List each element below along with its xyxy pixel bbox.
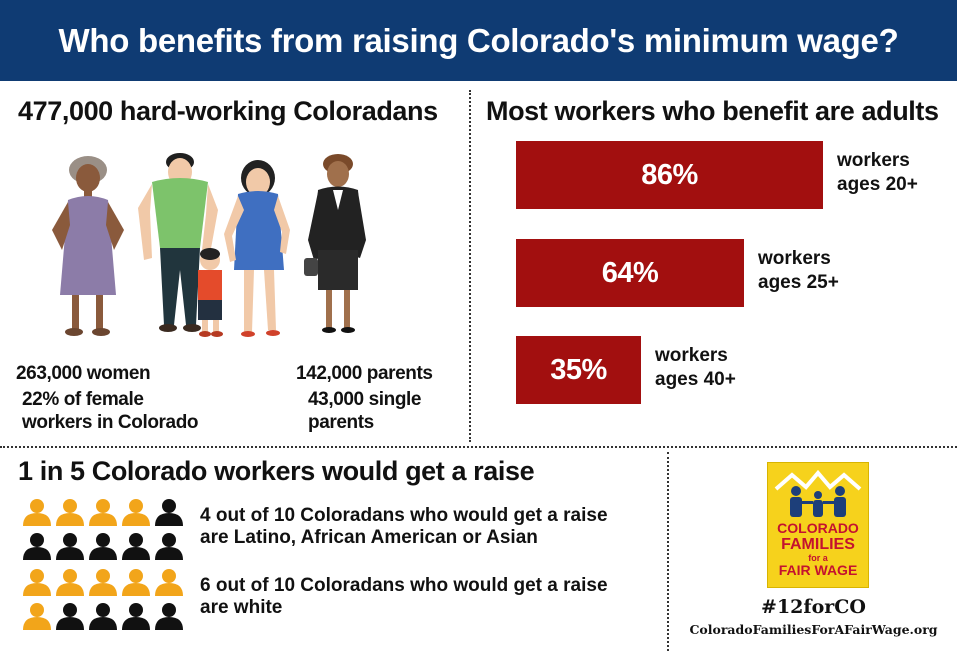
pictogram-svg — [23, 499, 183, 560]
logo-line-1: COLORADO — [777, 520, 859, 536]
bar-value-label-3: 35% — [550, 354, 607, 386]
person-icon — [122, 569, 150, 596]
women-share-line1: 22% of female — [22, 389, 144, 410]
hashtag: #12forCO — [761, 596, 866, 618]
person-icon — [56, 569, 84, 596]
bar-value-label-1: 86% — [641, 159, 698, 191]
person-icon — [89, 603, 117, 630]
person-icon — [23, 533, 51, 560]
older-woman-figure — [52, 156, 124, 336]
person-icon — [89, 533, 117, 560]
raise-heading: 1 in 5 Colorado workers would get a rais… — [18, 456, 535, 486]
businesswoman-figure — [304, 154, 366, 333]
women-share-line2: workers in Colorado — [22, 412, 199, 433]
woman-figure — [224, 160, 290, 337]
person-icon — [23, 603, 51, 630]
man-figure — [138, 153, 218, 332]
bar-3 — [516, 336, 641, 404]
group1-text-line1: 4 out of 10 Coloradans who would get a r… — [200, 505, 608, 526]
logo-line-3: for a — [808, 553, 828, 563]
bar-2 — [516, 239, 744, 307]
bar-1 — [516, 141, 823, 209]
family-house-icon — [774, 469, 862, 517]
single-parents-line2: parents — [308, 412, 374, 433]
logo-line-4: FAIR WAGE — [778, 562, 858, 578]
women-count: 263,000 women — [16, 363, 151, 384]
bar-value-label-2: 64% — [601, 257, 659, 289]
person-icon — [56, 499, 84, 526]
group2-text-line2: are white — [200, 597, 283, 618]
person-icon — [122, 533, 150, 560]
person-icon — [155, 603, 183, 630]
pictogram-group-1 — [22, 498, 192, 564]
person-icon — [122, 499, 150, 526]
person-icon — [155, 533, 183, 560]
page-title: Who benefits from raising Colorado's min… — [58, 22, 899, 59]
horizontal-divider — [0, 446, 957, 448]
vertical-divider-top — [469, 90, 471, 442]
group1-text-line2: are Latino, African American or Asian — [200, 527, 538, 548]
title-banner — [0, 0, 957, 81]
person-icon — [23, 569, 51, 596]
group2-text-line1: 6 out of 10 Coloradans who would get a r… — [200, 575, 608, 596]
organization-logo: COLORADO FAMILIES for a FAIR WAGE — [767, 462, 869, 588]
person-icon — [122, 603, 150, 630]
person-icon — [56, 533, 84, 560]
single-parents-line1: 43,000 single — [308, 389, 422, 410]
person-icon — [89, 569, 117, 596]
pictogram-svg — [23, 569, 183, 630]
person-icon — [155, 569, 183, 596]
person-icon — [155, 499, 183, 526]
chart-heading: Most workers who benefit are adults — [486, 96, 939, 126]
person-icon — [23, 499, 51, 526]
parents-count: 142,000 parents — [296, 363, 433, 384]
website-url: ColoradoFamiliesForAFairWage.org — [689, 622, 938, 637]
person-icon — [56, 603, 84, 630]
bar-category-label-2: workers ages 25+ — [758, 248, 839, 293]
bar-category-label-3: workers ages 40+ — [655, 345, 736, 390]
vertical-divider-bottom — [667, 452, 669, 651]
person-icon — [89, 499, 117, 526]
pictogram-group-2 — [22, 568, 192, 634]
child-figure — [198, 248, 223, 337]
workers-heading: 477,000 hard-working Coloradans — [18, 96, 438, 126]
bar-category-label-1: workers ages 20+ — [837, 150, 918, 195]
logo-line-2: FAMILIES — [781, 536, 855, 553]
people-illustration — [52, 153, 366, 337]
